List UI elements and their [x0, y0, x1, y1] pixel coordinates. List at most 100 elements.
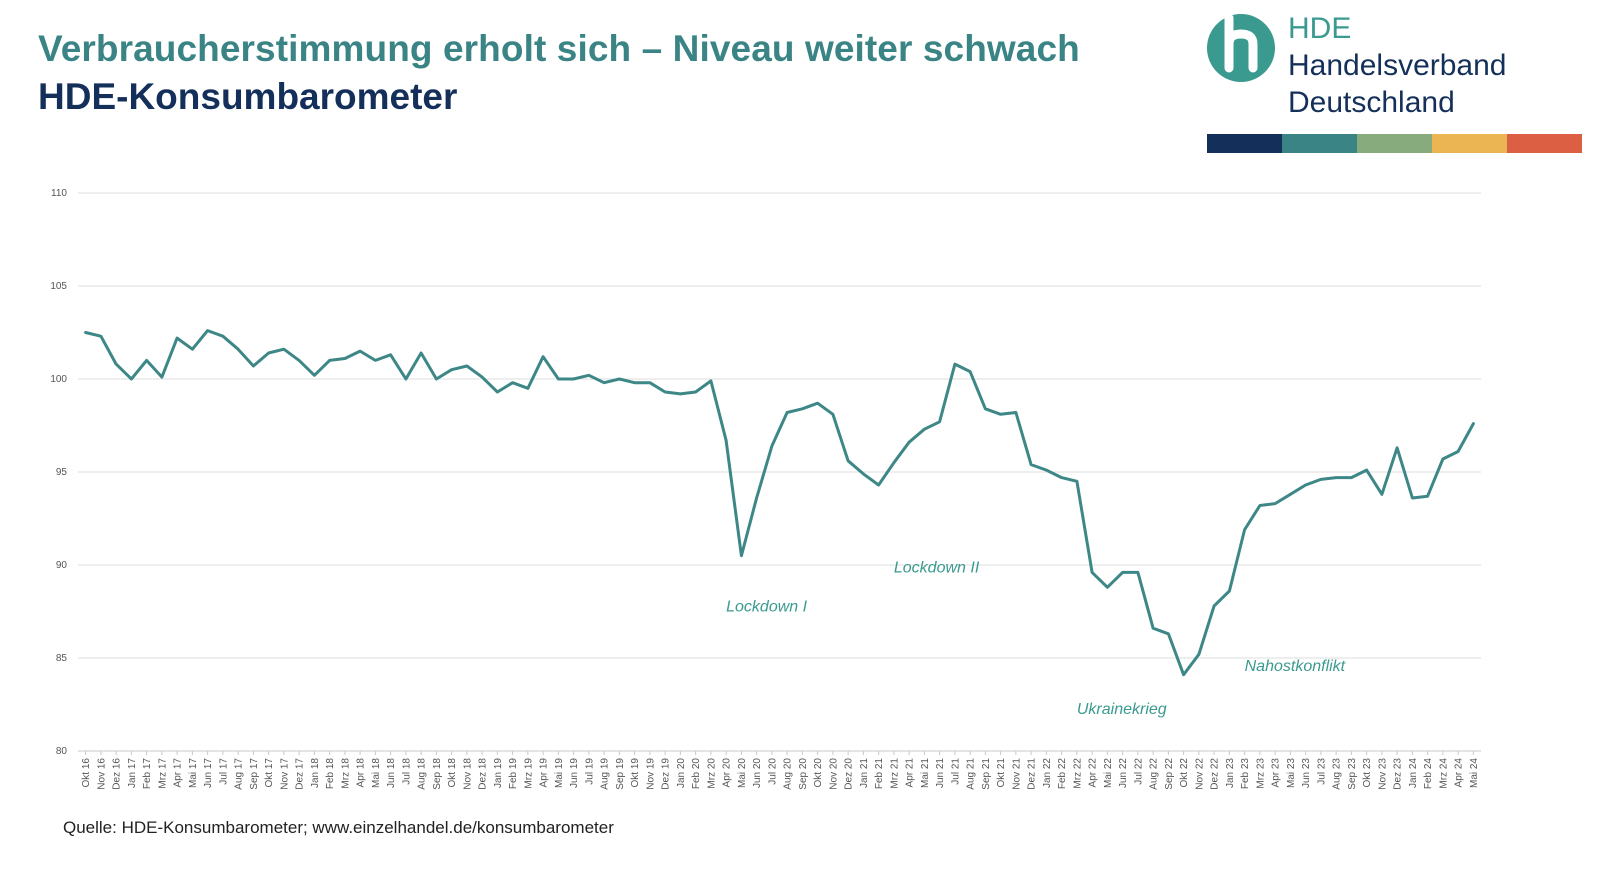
x-tick-label: Apr 21	[905, 758, 916, 788]
y-tick-label: 95	[56, 467, 68, 478]
x-tick-label: Jan 23	[1225, 758, 1236, 788]
x-tick-label: Jan 18	[310, 758, 321, 788]
x-tick-label: Jan 19	[493, 758, 504, 788]
logo-color-segment	[1207, 134, 1282, 153]
annotation-label: Ukrainekrieg	[1077, 701, 1167, 718]
x-tick-label: Jun 21	[935, 758, 946, 788]
annotation-label: Lockdown II	[894, 559, 980, 576]
x-tick-label: Dez 18	[478, 758, 489, 790]
x-tick-label: Feb 18	[325, 758, 336, 790]
x-tick-label: Nov 22	[1194, 758, 1205, 790]
x-tick-label: Okt 19	[630, 758, 641, 788]
x-tick-label: Apr 17	[173, 758, 184, 788]
x-tick-label: Jul 17	[218, 758, 229, 785]
x-tick-label: Jan 22	[1042, 758, 1053, 788]
page-title: Verbraucherstimmung erholt sich – Niveau…	[38, 28, 1080, 69]
x-tick-label: Nov 21	[1011, 758, 1022, 790]
x-tick-label: Sep 21	[981, 758, 992, 790]
logo-color-bar	[1207, 134, 1582, 153]
x-tick-label: Nov 19	[645, 758, 656, 790]
x-tick-label: Jan 24	[1408, 758, 1419, 788]
hde-logo: HDE Handelsverband Deutschland	[1207, 12, 1600, 157]
x-tick-label: Mrz 20	[706, 758, 717, 789]
y-tick-label: 105	[50, 281, 67, 292]
x-tick-label: Jan 17	[127, 758, 138, 788]
x-tick-label: Sep 19	[615, 758, 626, 790]
logo-h-icon	[1224, 14, 1258, 73]
x-tick-label: Apr 19	[539, 758, 550, 788]
source-note: Quelle: HDE-Konsumbarometer; www.einzelh…	[63, 818, 614, 837]
x-tick-label: Dez 22	[1210, 758, 1221, 790]
x-tick-label: Sep 22	[1164, 758, 1175, 790]
x-tick-label: Sep 23	[1347, 758, 1358, 790]
x-tick-label: Aug 17	[234, 758, 245, 790]
x-tick-label: Okt 17	[264, 758, 275, 788]
x-tick-label: Apr 18	[356, 758, 367, 788]
x-tick-label: Mai 18	[371, 758, 382, 788]
x-tick-label: Jul 19	[584, 758, 595, 785]
x-tick-label: Nov 18	[462, 758, 473, 790]
logo-line-2: Deutschland	[1288, 86, 1455, 119]
x-tick-label: Apr 22	[1088, 758, 1099, 788]
x-tick-label: Okt 16	[81, 758, 92, 788]
x-tick-label: Apr 24	[1454, 758, 1465, 788]
x-tick-label: Mai 22	[1103, 758, 1114, 788]
x-tick-label: Mrz 18	[340, 758, 351, 789]
x-tick-label: Okt 23	[1362, 758, 1373, 788]
x-tick-label: Aug 18	[417, 758, 428, 790]
x-tick-label: Aug 22	[1149, 758, 1160, 790]
x-tick-label: Feb 17	[142, 758, 153, 790]
x-tick-label: Feb 20	[691, 758, 702, 790]
x-tick-label: Dez 20	[844, 758, 855, 790]
series-line	[84, 329, 1475, 677]
x-tick-label: Dez 17	[295, 758, 306, 790]
y-tick-label: 100	[50, 374, 67, 385]
x-tick-label: Okt 21	[996, 758, 1007, 788]
x-tick-label: Mrz 19	[523, 758, 534, 789]
x-tick-label: Aug 23	[1332, 758, 1343, 790]
x-tick-label: Dez 21	[1027, 758, 1038, 790]
x-tick-label: Jun 23	[1301, 758, 1312, 788]
annotation-label: Nahostkonflikt	[1245, 658, 1346, 675]
x-tick-label: Jun 17	[203, 758, 214, 788]
x-tick-label: Feb 23	[1240, 758, 1251, 790]
x-tick-label: Feb 19	[508, 758, 519, 790]
logo-line-1: Handelsverband	[1288, 49, 1507, 82]
x-tick-label: Nov 17	[279, 758, 290, 790]
x-tick-label: Aug 20	[783, 758, 794, 790]
x-tick-label: Jan 20	[676, 758, 687, 788]
x-tick-label: Jul 22	[1133, 758, 1144, 785]
y-tick-label: 80	[56, 746, 68, 757]
x-tick-label: Dez 23	[1393, 758, 1404, 790]
x-tick-label: Nov 20	[828, 758, 839, 790]
x-tick-label: Mrz 21	[889, 758, 900, 789]
logo-color-segment	[1432, 134, 1507, 153]
x-tick-label: Okt 18	[447, 758, 458, 788]
y-tick-label: 85	[56, 653, 68, 664]
x-tick-label: Mrz 24	[1438, 758, 1449, 789]
x-tick-label: Jul 21	[950, 758, 961, 785]
logo-color-segment	[1507, 134, 1582, 153]
logo-circle-icon	[1207, 14, 1275, 82]
x-tick-label: Dez 19	[661, 758, 672, 790]
x-tick-label: Feb 24	[1423, 758, 1434, 790]
logo-color-segment	[1282, 134, 1357, 153]
x-tick-label: Jun 20	[752, 758, 763, 788]
x-tick-label: Jul 23	[1316, 758, 1327, 785]
y-tick-label: 90	[56, 560, 68, 571]
x-tick-label: Sep 18	[432, 758, 443, 790]
x-tick-label: Jan 21	[859, 758, 870, 788]
x-tick-label: Jul 20	[767, 758, 778, 785]
x-tick-label: Aug 21	[966, 758, 977, 790]
logo-color-segment	[1357, 134, 1432, 153]
x-tick-label: Mai 23	[1286, 758, 1297, 788]
annotation-label: Lockdown I	[726, 599, 807, 616]
x-tick-label: Sep 17	[249, 758, 260, 790]
x-tick-label: Mrz 23	[1255, 758, 1266, 789]
x-tick-label: Mai 24	[1469, 758, 1480, 788]
x-tick-label: Nov 16	[96, 758, 107, 790]
x-tick-label: Sep 20	[798, 758, 809, 790]
x-tick-label: Dez 16	[112, 758, 123, 790]
x-tick-label: Mai 21	[920, 758, 931, 788]
